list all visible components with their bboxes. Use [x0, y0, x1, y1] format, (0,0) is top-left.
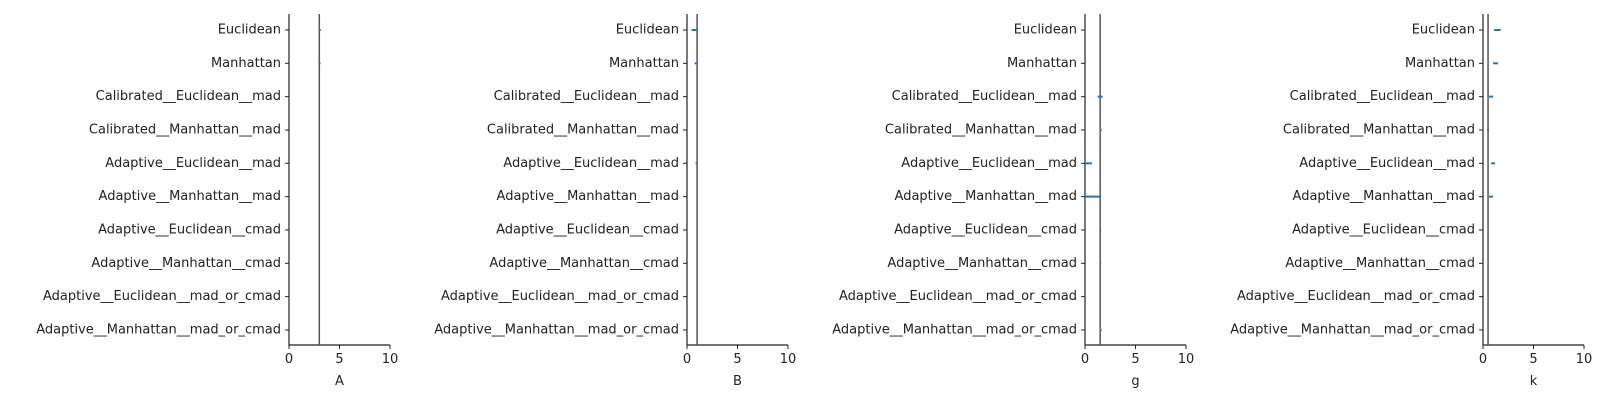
panel-A: Euclidean Manhattan Calibrated__Euclidean_… — [36, 14, 398, 389]
panel-k: Euclidean Manhattan Calibrated__Euclidean_… — [1230, 14, 1592, 389]
y-tick-label: Euclidean — [616, 23, 679, 38]
y-tick-label: Manhattan — [1007, 56, 1077, 71]
x-axis-label: B — [733, 374, 742, 389]
y-tick-label: Adaptive__Manhattan__mad_or_cmad — [36, 322, 281, 337]
x-tick-label: 0 — [683, 352, 691, 367]
x-axis-label: k — [1530, 374, 1538, 389]
x-axis-label: g — [1131, 374, 1139, 389]
y-tick-label: Adaptive__Manhattan__cmad — [1285, 256, 1475, 271]
x-tick-label: 10 — [780, 352, 797, 367]
y-tick-label: Adaptive__Manhattan__mad — [1293, 189, 1475, 204]
y-tick-label: Calibrated__Manhattan__mad — [487, 122, 679, 137]
y-tick-label: Euclidean — [1014, 23, 1077, 38]
y-tick-label: Adaptive__Manhattan__mad — [497, 189, 679, 204]
y-tick-label: Manhattan — [211, 56, 281, 71]
x-tick-label: 10 — [1576, 352, 1593, 367]
y-tick-label: Euclidean — [218, 23, 281, 38]
y-tick-label: Adaptive__Euclidean__mad — [1299, 156, 1475, 171]
y-tick-label: Adaptive__Euclidean__cmad — [894, 222, 1077, 237]
y-tick-label: Adaptive__Manhattan__cmad — [489, 256, 679, 271]
y-tick-label: Calibrated__Manhattan__mad — [885, 122, 1077, 137]
y-tick-label: Adaptive__Manhattan__mad_or_cmad — [434, 322, 679, 337]
y-tick-label: Calibrated__Euclidean__mad — [96, 89, 281, 104]
panel-B: Euclidean Manhattan Calibrated__Euclidean_… — [434, 14, 796, 389]
x-tick-label: 5 — [1529, 352, 1537, 367]
y-tick-label: Adaptive__Euclidean__cmad — [1292, 222, 1475, 237]
y-tick-label: Adaptive__Euclidean__mad — [503, 156, 679, 171]
y-tick-label: Calibrated__Euclidean__mad — [494, 89, 679, 104]
y-tick-label: Adaptive__Manhattan__mad — [99, 189, 281, 204]
x-tick-label: 5 — [733, 352, 741, 367]
y-tick-label: Adaptive__Manhattan__cmad — [91, 256, 281, 271]
x-tick-label: 0 — [1479, 352, 1487, 367]
x-tick-label: 10 — [382, 352, 399, 367]
y-tick-label: Adaptive__Manhattan__mad_or_cmad — [832, 322, 1077, 337]
y-tick-label: Adaptive__Euclidean__mad_or_cmad — [839, 289, 1077, 304]
y-tick-label: Adaptive__Manhattan__mad — [895, 189, 1077, 204]
y-tick-label: Adaptive__Euclidean__mad — [105, 156, 281, 171]
x-tick-label: 5 — [1131, 352, 1139, 367]
y-tick-label: Adaptive__Euclidean__mad — [901, 156, 1077, 171]
y-tick-label: Adaptive__Manhattan__mad_or_cmad — [1230, 322, 1475, 337]
x-tick-label: 0 — [1081, 352, 1089, 367]
y-tick-label: Calibrated__Euclidean__mad — [1290, 89, 1475, 104]
y-tick-label: Adaptive__Euclidean__mad_or_cmad — [43, 289, 281, 304]
x-tick-label: 10 — [1178, 352, 1195, 367]
y-tick-label: Euclidean — [1412, 23, 1475, 38]
y-tick-label: Adaptive__Euclidean__mad_or_cmad — [441, 289, 679, 304]
y-tick-label: Calibrated__Euclidean__mad — [892, 89, 1077, 104]
panel-g: Euclidean Manhattan Calibrated__Euclidean_… — [832, 14, 1194, 389]
y-tick-label: Adaptive__Manhattan__cmad — [887, 256, 1077, 271]
y-tick-label: Adaptive__Euclidean__cmad — [98, 222, 281, 237]
y-tick-label: Adaptive__Euclidean__mad_or_cmad — [1237, 289, 1475, 304]
y-tick-label: Manhattan — [1405, 56, 1475, 71]
y-tick-label: Calibrated__Manhattan__mad — [1283, 122, 1475, 137]
x-axis-label: A — [335, 374, 344, 389]
x-tick-label: 5 — [335, 352, 343, 367]
y-tick-label: Manhattan — [609, 56, 679, 71]
y-tick-label: Adaptive__Euclidean__cmad — [496, 222, 679, 237]
y-tick-label: Calibrated__Manhattan__mad — [89, 122, 281, 137]
x-tick-label: 0 — [285, 352, 293, 367]
